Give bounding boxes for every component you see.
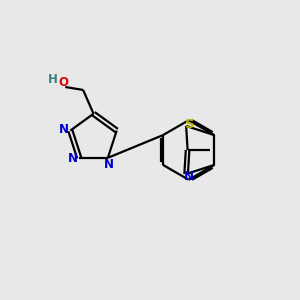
Text: N: N [59,124,69,136]
Text: H: H [48,73,57,86]
Text: N: N [104,158,114,171]
Text: N: N [184,170,194,183]
Text: S: S [185,118,194,131]
Text: O: O [59,76,69,89]
Text: N: N [68,152,78,165]
